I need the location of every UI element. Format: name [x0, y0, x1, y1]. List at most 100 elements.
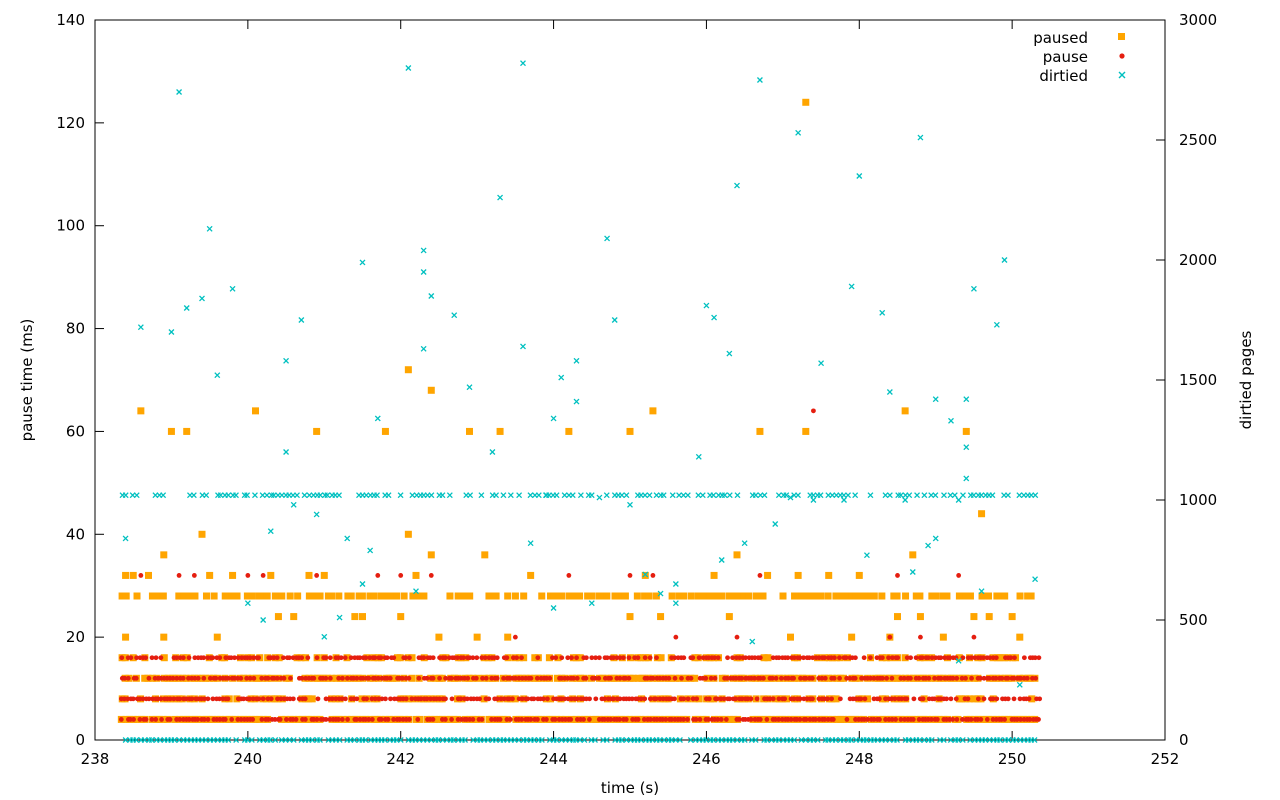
dirtied-cross-stroke: [336, 614, 343, 621]
y-tick-label: 100: [56, 217, 85, 235]
dirtied-point: [703, 737, 710, 743]
dirtied-point: [122, 535, 129, 542]
pause-point: [479, 655, 485, 661]
dirtied-point: [672, 600, 679, 607]
dirtied-cross-stroke: [703, 737, 710, 743]
dirtied-cross-stroke: [894, 737, 900, 743]
pause-point: [305, 655, 311, 661]
pause-point: [822, 675, 828, 681]
pause-point: [167, 696, 173, 702]
paused-point: [233, 592, 241, 600]
pause-point: [929, 655, 935, 661]
dirtied-point: [909, 569, 916, 575]
pause-point: [712, 675, 718, 681]
paused-point: [668, 592, 676, 600]
paused-point: [358, 592, 366, 600]
pause-point: [130, 696, 136, 702]
dirtied-point: [359, 581, 366, 587]
paused-point: [695, 695, 703, 703]
dirtied-cross-stroke: [699, 492, 706, 499]
pause-point: [825, 717, 831, 722]
dirtied-cross-stroke: [374, 415, 381, 422]
pause-point: [146, 675, 152, 681]
paused-point: [271, 592, 279, 600]
pause-point: [535, 717, 540, 722]
paused-point: [438, 674, 446, 682]
paused-point: [224, 592, 232, 600]
pause-point: [574, 696, 580, 702]
pause-point: [693, 717, 699, 722]
pause-point: [235, 655, 241, 661]
pause-point: [654, 655, 659, 661]
paused-point: [675, 592, 683, 600]
pause-point: [323, 717, 329, 722]
dirtied-cross-stroke: [171, 737, 178, 743]
pause-point: [149, 655, 155, 661]
dirtied-cross-stroke: [726, 350, 733, 357]
pause-point: [387, 675, 393, 681]
dirtied-point: [856, 173, 863, 179]
pause-point: [540, 696, 546, 702]
pause-point: [770, 696, 776, 702]
dirtied-point: [374, 415, 381, 422]
pause-point: [993, 655, 999, 661]
dirtied-point: [948, 417, 954, 424]
pause-point: [902, 717, 908, 722]
pause-point: [754, 696, 760, 702]
pause-point: [889, 696, 894, 702]
paused-point: [863, 592, 871, 600]
pause-point: [739, 696, 745, 702]
dirtied-cross-stroke: [259, 492, 266, 499]
paused-point: [694, 592, 702, 600]
y-tick-label: 20: [66, 628, 85, 646]
y2-tick-label: 0: [1179, 731, 1189, 749]
pause-point: [566, 573, 572, 578]
dirtied-point: [484, 737, 491, 743]
dirtied-point: [137, 324, 144, 331]
pause-point: [825, 696, 830, 702]
pause-point: [143, 717, 149, 722]
pause-point: [602, 696, 608, 702]
pause-point: [858, 696, 864, 702]
x-tick-label: 252: [1151, 750, 1180, 768]
pause-point: [271, 655, 277, 661]
dirtied-cross-stroke: [902, 497, 909, 503]
pause-point: [421, 655, 427, 661]
paused-point: [228, 592, 236, 600]
paused-point: [637, 654, 645, 662]
pause-point: [1026, 696, 1032, 702]
pause-point: [473, 675, 479, 681]
paused-point: [699, 592, 707, 600]
dirtied-cross-stroke: [176, 89, 183, 95]
dirtied-cross-stroke: [863, 737, 870, 743]
dirtied-point: [217, 492, 224, 499]
dirtied-point: [592, 737, 598, 743]
dirtied-cross-stroke: [531, 737, 538, 743]
dirtied-cross-stroke: [309, 737, 316, 743]
dirtied-cross-stroke: [336, 492, 342, 499]
paused-point: [939, 592, 947, 600]
dirtied-point: [902, 497, 909, 503]
dirtied-point: [176, 737, 183, 743]
pause-point: [372, 696, 378, 702]
dirtied-point: [1005, 737, 1012, 743]
dirtied-cross-stroke: [1032, 492, 1039, 499]
pause-point: [803, 675, 809, 681]
y-tick-label: 140: [56, 11, 85, 29]
dirtied-point: [941, 492, 947, 499]
paused-point: [916, 592, 924, 600]
dirtied-cross-stroke: [711, 314, 718, 321]
dirtied-cross-stroke: [752, 492, 759, 499]
dirtied-point: [656, 737, 663, 743]
dirtied-cross-stroke: [428, 492, 435, 499]
pause-point: [210, 696, 216, 702]
pause-point: [819, 675, 825, 681]
dirtied-point: [676, 737, 683, 743]
dirtied-point: [989, 492, 996, 499]
pause-point: [648, 717, 653, 722]
dirtied-cross-stroke: [248, 737, 255, 743]
pause-point: [908, 655, 913, 661]
pause-point: [926, 675, 932, 681]
pause-point: [910, 717, 916, 722]
pause-point: [837, 675, 842, 681]
